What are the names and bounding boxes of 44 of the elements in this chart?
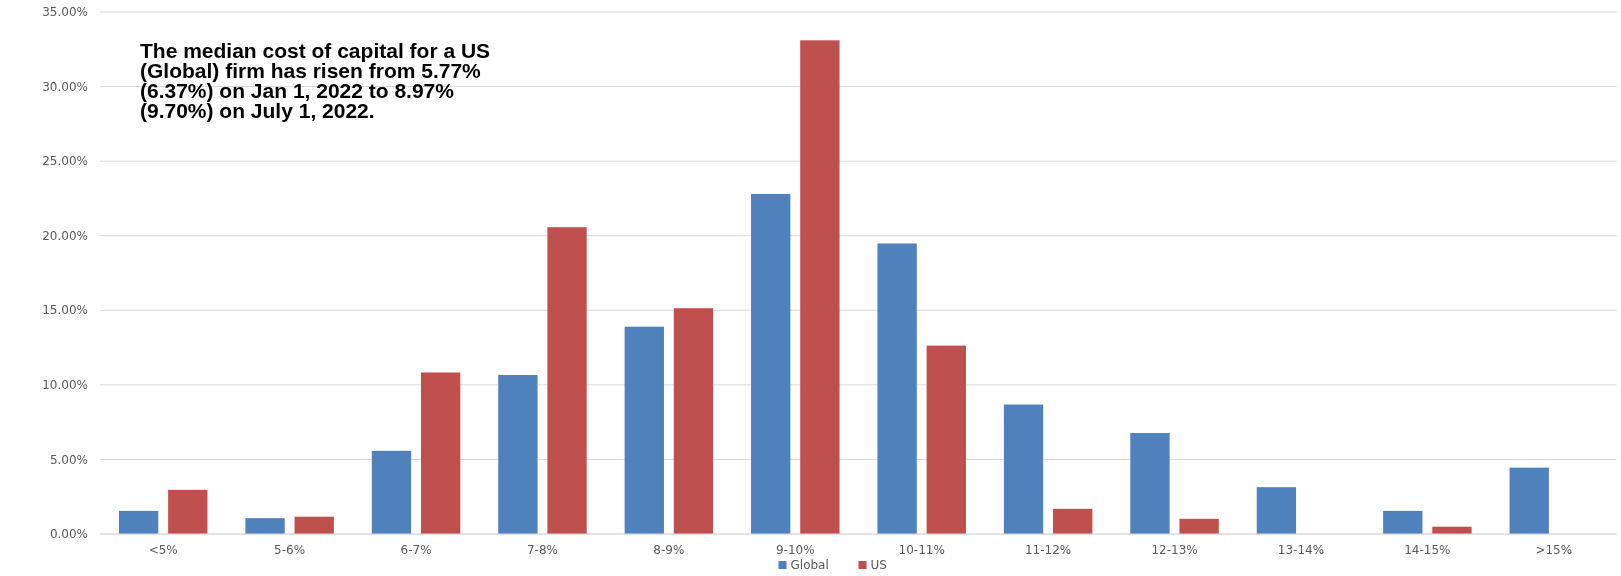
x-tick-label: 13-14% [1277, 543, 1325, 557]
y-tick-label: 30.00% [42, 79, 88, 94]
bar [118, 510, 159, 534]
x-tick-label: 14-15% [1404, 543, 1451, 557]
annotation: The median cost of capital for a US (Global) firm has risen from 5.77% (6.37%) on Jan 1, 2022 to 8.97% (9.70%) on July 1, 2022. [140, 39, 491, 122]
bar [1053, 508, 1093, 534]
y-tick-label: 5.00% [49, 452, 88, 467]
x-tick-label: 8-9% [653, 543, 685, 557]
y-tick-label: 0.00% [49, 527, 88, 542]
bar [1003, 404, 1044, 534]
bar [371, 450, 412, 534]
bar [420, 372, 461, 534]
bar [751, 193, 791, 534]
bar [926, 345, 966, 534]
y-tick-label: 15.00% [42, 303, 88, 318]
x-tick-label: 7-8% [526, 543, 558, 557]
bar [294, 516, 334, 534]
x-tick-label: <5% [148, 543, 178, 557]
bar [547, 227, 587, 534]
bar [624, 326, 664, 534]
legend-label: US [870, 558, 887, 572]
bar [1509, 467, 1549, 534]
x-tick-label: 12-13% [1151, 543, 1198, 557]
x-tick-label: 6-7% [400, 543, 432, 557]
y-tick-label: 25.00% [42, 154, 88, 169]
bar [498, 375, 538, 534]
bar [1256, 487, 1297, 534]
bar [1383, 510, 1423, 534]
bar [168, 489, 208, 534]
legend-label: Global [790, 558, 829, 572]
bar [673, 308, 714, 534]
bar [245, 518, 285, 534]
bar [1130, 433, 1170, 534]
bar [1179, 518, 1219, 534]
x-tick-label: 10-11% [898, 543, 945, 557]
x-tick-label: 5-6% [274, 543, 306, 557]
x-tick-label: 9-10% [775, 543, 815, 557]
bar [877, 243, 917, 534]
y-tick-label: 10.00% [42, 378, 88, 393]
y-tick-label: 20.00% [42, 228, 88, 243]
x-tick-label: >15% [1535, 543, 1573, 557]
y-tick-label: 35.00% [42, 5, 88, 20]
bar [800, 40, 840, 534]
x-tick-label: 11-12% [1024, 543, 1072, 557]
